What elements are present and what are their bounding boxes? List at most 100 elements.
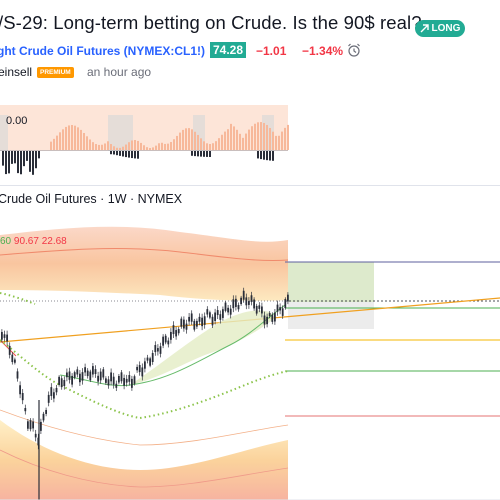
candle-body: [123, 377, 125, 386]
candle-body: [276, 304, 279, 312]
candle-body: [6, 334, 8, 342]
oscillator-bar: [176, 135, 178, 150]
candle-body: [112, 376, 115, 385]
candle-body: [227, 307, 229, 313]
candle-body: [162, 336, 164, 346]
oscillator-bar: [275, 135, 277, 150]
oscillator-bar: [122, 151, 124, 157]
oscillator-bar: [191, 129, 193, 150]
oscillator-bar: [221, 134, 223, 150]
oscillator-bar: [209, 143, 211, 150]
candle-body: [27, 421, 29, 429]
candle-body: [235, 298, 237, 307]
oscillator-bar: [83, 132, 85, 150]
oscillator-bar: [2, 151, 4, 166]
oscillator-bar: [269, 151, 271, 161]
oscillator-bar: [245, 133, 247, 150]
oscillator-bar: [206, 143, 208, 150]
oscillator-bar: [272, 151, 274, 161]
candle-body: [216, 310, 219, 316]
oscillator-bar: [194, 151, 196, 157]
candle-body: [29, 420, 32, 430]
oscillator-bar: [14, 151, 16, 164]
oscillator-bar: [233, 126, 235, 150]
candle-body: [175, 330, 177, 337]
candle-body: [196, 320, 198, 327]
oscillator-bar: [116, 147, 118, 150]
chart-legend-title[interactable]: Crude Oil Futures · 1W · NYMEX: [0, 192, 183, 206]
candle-body: [66, 372, 68, 378]
upper-channel-band: [0, 226, 288, 301]
candle-body: [1, 331, 3, 340]
candle-body: [102, 369, 105, 378]
arrow-up-right-icon: [420, 24, 429, 33]
oscillator-bar: [125, 144, 127, 150]
candle-body: [110, 372, 112, 382]
oscillator-bar: [281, 131, 283, 150]
alarm-clock-icon[interactable]: [346, 42, 362, 58]
candle-body: [193, 320, 196, 330]
candle-body: [149, 358, 151, 366]
candle-body: [3, 334, 6, 338]
price-candles: [1, 287, 289, 500]
candle-body: [86, 370, 89, 377]
oscillator-bar: [113, 151, 115, 155]
oscillator-bar: [59, 132, 61, 150]
oscillator-bar: [269, 127, 271, 150]
candle-body: [8, 345, 11, 355]
symbol-link[interactable]: ght Crude Oil Futures (NYMEX:CL1!): [0, 44, 205, 58]
oscillator-bar: [197, 151, 199, 157]
candle-body: [167, 340, 170, 345]
long-badge-label: LONG: [431, 23, 461, 34]
author-name[interactable]: einsell: [0, 65, 33, 79]
oscillator-bar: [278, 135, 280, 150]
oscillator-bar: [119, 147, 121, 150]
oscillator-bar: [131, 151, 133, 159]
candle-body: [40, 421, 42, 431]
oscillator-value: 0.00: [6, 115, 28, 127]
idea-title: /S-29: Long-term betting on Crude. Is th…: [0, 12, 422, 33]
candle-body: [281, 308, 284, 316]
oscillator-bar: [62, 129, 64, 150]
candle-body: [60, 378, 63, 388]
oscillator-bar: [203, 141, 205, 150]
candle-body: [245, 297, 248, 306]
candle-body: [146, 357, 149, 361]
candle-body: [42, 413, 45, 421]
candle-body: [37, 437, 40, 446]
oscillator-bar: [230, 123, 232, 150]
oscillator-bar: [170, 141, 172, 150]
oscillator-bar: [119, 151, 121, 156]
long-badge[interactable]: LONG: [415, 20, 465, 37]
oscillator-bar: [122, 146, 124, 150]
oscillator-bar: [257, 151, 259, 159]
indicator-values: 60 90.67 22.68: [0, 236, 67, 247]
symbol-row: ght Crude Oil Futures (NYMEX:CL1!) 74.28…: [0, 42, 500, 60]
oscillator-bar: [17, 151, 19, 174]
oscillator-bar: [101, 144, 103, 150]
candle-body: [250, 295, 253, 302]
price-chart[interactable]: [0, 105, 500, 500]
candle-body: [131, 378, 133, 388]
candle-body: [24, 408, 27, 412]
candle-body: [50, 387, 53, 397]
oscillator-bar: [161, 142, 163, 150]
oscillator-bar: [110, 151, 112, 155]
candle-body: [261, 306, 263, 314]
oscillator-bar: [134, 140, 136, 150]
price-change-percent: −1.34%: [302, 44, 344, 58]
oscillator-bar: [266, 151, 268, 161]
candle-body: [19, 385, 21, 395]
candle-body: [99, 371, 102, 381]
oscillator-bar: [257, 122, 259, 150]
candle-body: [284, 299, 287, 309]
oscillator-bar: [188, 128, 190, 150]
oscillator-bar: [200, 151, 202, 157]
candle-body: [55, 387, 58, 393]
oscillator-bar: [74, 125, 76, 150]
candle-body: [63, 380, 66, 386]
candle-body: [206, 309, 209, 315]
oscillator-bar: [35, 151, 37, 169]
oscillator-bar: [227, 129, 229, 150]
oscillator-bar: [86, 136, 88, 150]
